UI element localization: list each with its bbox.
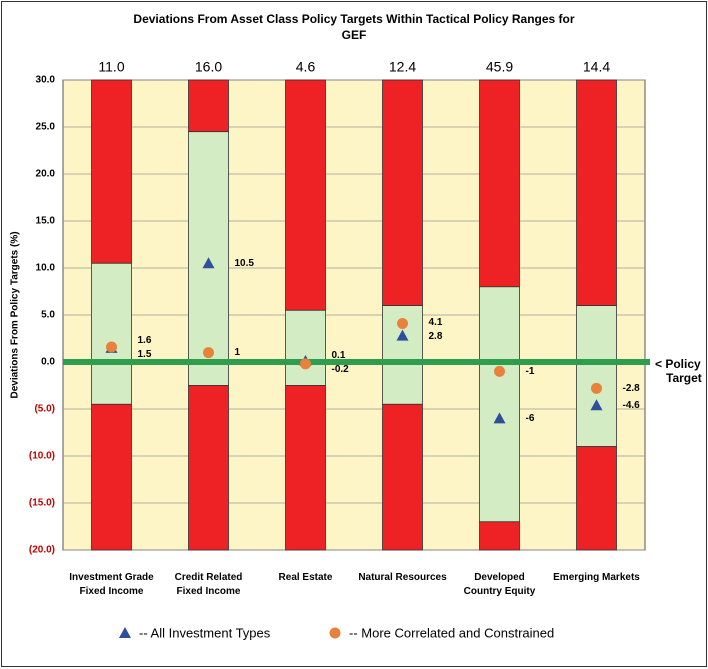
- data-point: [397, 317, 408, 329]
- outside-range-top: [188, 79, 229, 133]
- data-label: 1.6: [138, 335, 152, 346]
- data-point: [300, 358, 311, 370]
- weight-label: 16.0: [195, 59, 222, 75]
- weight-label: 4.6: [296, 59, 316, 75]
- outside-range-top: [285, 79, 326, 311]
- data-point: [590, 399, 603, 411]
- data-point: [202, 257, 215, 269]
- tactical-range: [285, 309, 326, 386]
- data-label: -1: [526, 366, 535, 377]
- y-tick-label: 25.0: [36, 122, 56, 133]
- data-point: [591, 382, 602, 394]
- y-tick-label: (5.0): [34, 404, 55, 415]
- y-tick-label: 30.0: [36, 75, 56, 86]
- tactical-range: [576, 305, 617, 448]
- outside-range-top: [479, 79, 520, 288]
- data-label: -0.2: [332, 364, 350, 375]
- outside-range-bottom: [285, 385, 326, 551]
- data-point: [203, 347, 214, 359]
- weight-label: 45.9: [486, 59, 513, 75]
- y-tick-label: 0.0: [41, 357, 55, 368]
- y-tick-label: 20.0: [36, 169, 56, 180]
- x-tick-label: Investment Grade Fixed Income: [69, 572, 154, 597]
- weight-label: 12.4: [389, 59, 416, 75]
- data-point: [106, 341, 117, 353]
- data-label: 4.1: [429, 317, 443, 328]
- weight-label: 11.0: [98, 59, 124, 75]
- data-label: 1.5: [138, 349, 152, 360]
- x-tick-label: Developed Country Equity: [464, 572, 536, 597]
- legend-label: -- All Investment Types: [139, 625, 271, 640]
- outside-range-bottom: [576, 446, 617, 551]
- x-tick-label: Credit Related Fixed Income: [175, 572, 243, 597]
- tactical-range: [479, 286, 520, 523]
- data-label: 0.1: [332, 350, 346, 361]
- y-tick-label: (15.0): [29, 498, 55, 509]
- outside-range-bottom: [382, 403, 423, 551]
- outside-range-bottom: [188, 385, 229, 551]
- legend-marker: [119, 627, 131, 638]
- data-label: -4.6: [623, 400, 641, 411]
- data-point: [396, 329, 409, 341]
- y-tick-label: (20.0): [29, 545, 55, 556]
- weight-label: 14.4: [583, 59, 610, 75]
- y-tick-label: 15.0: [36, 216, 56, 227]
- legend-label: -- More Correlated and Constrained: [349, 625, 554, 640]
- chart-title: Deviations From Asset Class Policy Targe…: [133, 12, 574, 42]
- y-tick-label: (10.0): [29, 451, 55, 462]
- data-point: [493, 412, 506, 424]
- policy-target-label: < Policy Target: [655, 357, 702, 385]
- data-label: -6: [526, 413, 535, 424]
- outside-range-bottom: [479, 521, 520, 551]
- data-label: 2.8: [429, 331, 443, 342]
- data-label: 1: [235, 347, 241, 358]
- legend-marker: [329, 627, 341, 639]
- data-point: [494, 365, 505, 377]
- x-tick-label: Natural Resources: [358, 572, 447, 583]
- y-axis-label: Deviations From Policy Targets (%): [10, 231, 21, 398]
- x-tick-label: Real Estate: [279, 572, 333, 583]
- data-label: -2.8: [623, 383, 641, 394]
- tactical-range: [91, 262, 132, 405]
- x-tick-label: Emerging Markets: [553, 572, 640, 583]
- outside-range-top: [91, 79, 132, 264]
- y-tick-label: 10.0: [36, 263, 56, 274]
- outside-range-top: [576, 79, 617, 307]
- outside-range-top: [382, 79, 423, 307]
- y-tick-label: 5.0: [41, 310, 55, 321]
- data-label: 10.5: [235, 258, 255, 269]
- outside-range-bottom: [91, 403, 132, 551]
